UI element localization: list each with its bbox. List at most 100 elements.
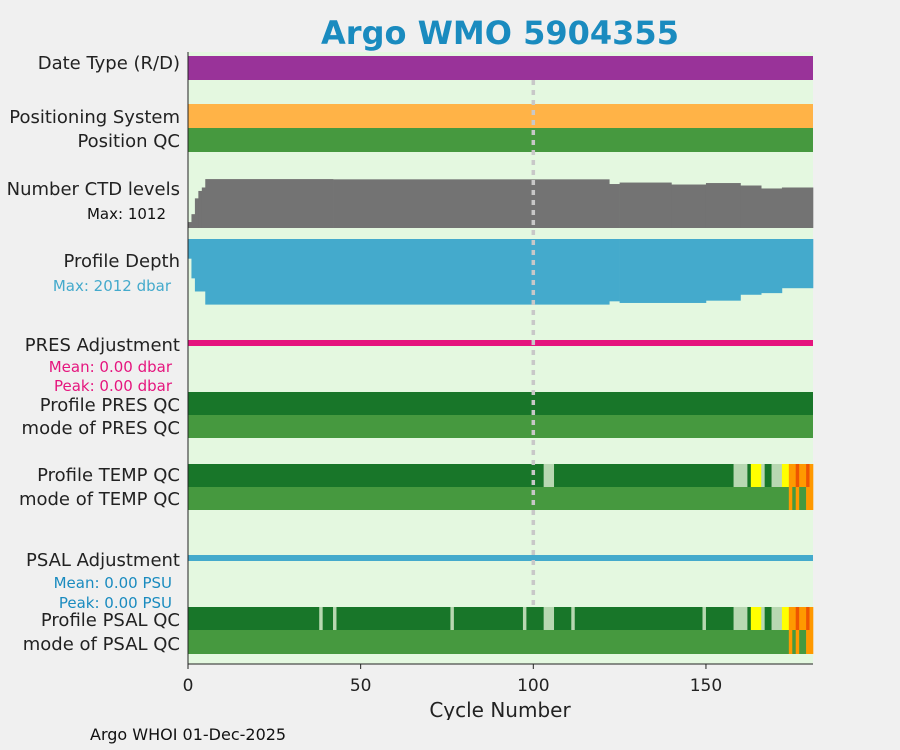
profile-depth-bar: [205, 239, 610, 305]
profile-psal-qc-segment: [806, 607, 810, 630]
profile-psal-qc-segment: [453, 607, 524, 630]
profile-psal-qc-segment: [799, 607, 807, 630]
date-type-bar: [188, 56, 813, 80]
row-label: PSAL Adjustment: [26, 550, 180, 571]
psal-mean-note: Mean: 0.00 PSU: [54, 574, 172, 592]
mode-pres-qc-bar: [188, 415, 813, 438]
pres-adjustment-line: [188, 340, 813, 346]
x-axis-label: Cycle Number: [429, 698, 571, 720]
profile-psal-qc-segment: [571, 607, 576, 630]
profile-psal-qc-segment: [761, 607, 765, 630]
x-tick-label: 100: [517, 676, 549, 696]
profile-depth-bar: [761, 239, 783, 294]
row-label: Profile PRES QC: [40, 395, 180, 416]
profile-temp-qc-segment: [750, 464, 762, 487]
mode-psal-qc-segment: [799, 630, 807, 654]
profile-psal-qc-segment: [543, 607, 555, 630]
profile-psal-qc-segment: [554, 607, 572, 630]
row-label: Positioning System: [9, 107, 180, 128]
row-label: Profile PSAL QC: [41, 610, 180, 631]
row-label: mode of TEMP QC: [19, 489, 180, 510]
profile-depth-bar: [705, 239, 741, 301]
ctd-levels-bar: [609, 184, 620, 228]
profile-psal-qc-segment: [574, 607, 703, 630]
profile-temp-qc-segment: [809, 464, 814, 487]
mode-psal-qc-segment: [806, 630, 814, 654]
profile-psal-qc-segment: [322, 607, 334, 630]
profile-psal-qc-segment: [733, 607, 748, 630]
mode-temp-qc-segment: [795, 487, 800, 510]
positioning-system-bar: [188, 104, 813, 128]
mode-temp-qc-segment: [188, 487, 790, 510]
ctd-levels-bar: [740, 185, 762, 228]
profile-psal-qc-segment: [788, 607, 797, 630]
chart-marks: [188, 56, 814, 654]
profile-psal-qc-segment: [319, 607, 323, 630]
profile-psal-qc-segment: [771, 607, 783, 630]
profile-temp-qc-segment: [771, 464, 783, 487]
profile-temp-qc-segment: [764, 464, 772, 487]
ctd-levels-bar: [333, 179, 610, 228]
row-label: Profile Depth: [63, 251, 180, 272]
profile-psal-qc-segment: [188, 607, 320, 630]
ctd-levels-bar: [619, 182, 672, 228]
mode-temp-qc-segment: [788, 487, 793, 510]
profile-psal-qc-segment: [333, 607, 337, 630]
ctd-levels-bar: [201, 187, 206, 228]
profile-psal-qc-segment: [705, 607, 734, 630]
ctd-levels-bar: [781, 187, 814, 228]
profile-psal-qc-segment: [781, 607, 790, 630]
profile-depth-bar: [619, 239, 707, 303]
psal-adjustment-line: [188, 555, 813, 561]
ctd-levels-bar: [705, 183, 741, 228]
chart-title: Argo WMO 5904355: [321, 14, 679, 52]
profile-psal-qc-segment: [702, 607, 707, 630]
profile-temp-qc-segment: [806, 464, 810, 487]
position-qc-bar: [188, 128, 813, 152]
row-label: Number CTD levels: [7, 179, 180, 200]
row-labels: Date Type (R/D) Positioning System Positio…: [7, 53, 180, 655]
mode-temp-qc-segment: [792, 487, 797, 510]
x-tick-label: 50: [350, 676, 372, 696]
ctd-levels-bar: [761, 188, 783, 228]
ctd-levels-bar: [191, 214, 196, 228]
profile-temp-qc-segment: [554, 464, 734, 487]
x-axis-ticks: 0 50 100 150: [183, 664, 722, 696]
profile-psal-qc-segment: [336, 607, 451, 630]
profile-psal-qc-segment: [522, 607, 527, 630]
profile-temp-qc-segment: [761, 464, 765, 487]
profile-psal-qc-segment: [750, 607, 762, 630]
pres-mean-note: Mean: 0.00 dbar: [49, 358, 173, 376]
profile-temp-qc-segment: [733, 464, 748, 487]
ctd-levels-bar: [194, 198, 199, 228]
ctd-levels-bar: [205, 179, 334, 228]
row-label: mode of PSAL QC: [23, 634, 180, 655]
profile-depth-bar: [191, 239, 196, 279]
profile-psal-qc-segment: [526, 607, 544, 630]
row-label: Position QC: [77, 131, 180, 152]
profile-temp-qc-segment: [799, 464, 807, 487]
depth-max-note: Max: 2012 dbar: [53, 277, 172, 295]
ctd-max-note: Max: 1012: [87, 205, 166, 223]
profile-depth-bar: [188, 239, 192, 259]
profile-depth-bar: [740, 239, 762, 295]
plot-background: [188, 52, 813, 664]
profile-temp-qc-segment: [788, 464, 797, 487]
profile-depth-bar: [194, 239, 206, 292]
pres-peak-note: Peak: 0.00 dbar: [54, 377, 173, 395]
x-tick-label: 0: [183, 676, 194, 696]
profile-temp-qc-segment: [747, 464, 752, 487]
profile-psal-qc-segment: [764, 607, 772, 630]
mode-psal-qc-segment: [795, 630, 800, 654]
row-label: mode of PRES QC: [22, 418, 180, 439]
mode-psal-qc-segment: [792, 630, 797, 654]
mode-temp-qc-segment: [799, 487, 807, 510]
mode-psal-qc-segment: [188, 630, 790, 654]
row-label: Date Type (R/D): [38, 53, 180, 74]
profile-psal-qc-segment: [809, 607, 814, 630]
profile-psal-qc-segment: [747, 607, 752, 630]
argo-qc-chart: Argo WMO 5904355 0 50 100 150 Date Type (R/…: [7, 14, 814, 720]
profile-temp-qc-segment: [781, 464, 790, 487]
footer-credit: Argo WHOI 01-Dec-2025: [90, 725, 287, 744]
profile-depth-bar: [609, 239, 620, 302]
